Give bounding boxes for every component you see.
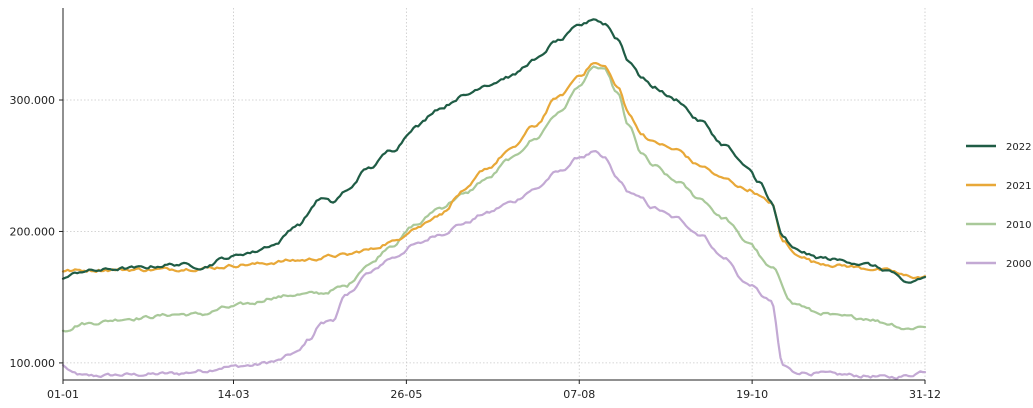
series-lines [61, 18, 927, 380]
legend-label-2022: 2022 [1006, 142, 1031, 153]
x-tick-label: 19-10 [736, 388, 768, 401]
y-tick-label: 300.000 [10, 94, 56, 107]
series-line-2000 [61, 150, 927, 380]
legend-label-2000: 2000 [1006, 259, 1031, 270]
series-line-2022 [61, 18, 927, 284]
grid [63, 8, 926, 380]
legend-label-2021: 2021 [1006, 181, 1031, 192]
axes [62, 8, 925, 381]
x-tick-label: 14-03 [218, 388, 250, 401]
y-tick-label: 200.000 [10, 225, 56, 238]
x-tick-label: 07-08 [563, 388, 595, 401]
series-line-2010 [61, 65, 927, 333]
y-tick-labels: 100.000 200.000 300.000 [10, 94, 63, 370]
x-tick-label: 31-12 [909, 388, 941, 401]
series-line-2021 [61, 62, 927, 280]
x-tick-labels: 01-01 14-03 26-05 07-08 19-10 31-12 [47, 380, 941, 401]
legend: 2022 2021 2010 2000 [966, 142, 1031, 270]
y-tick-label: 100.000 [10, 357, 56, 370]
x-tick-label: 01-01 [47, 388, 79, 401]
legend-label-2010: 2010 [1006, 220, 1031, 231]
x-tick-label: 26-05 [390, 388, 422, 401]
